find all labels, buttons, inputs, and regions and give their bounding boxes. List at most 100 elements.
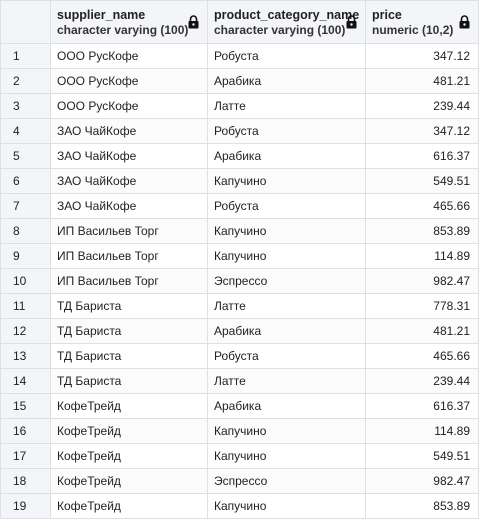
table-row[interactable]: 4 ЗАО ЧайКофе Робуста 347.12 — [0, 118, 479, 144]
row-number-cell[interactable]: 5 — [0, 143, 51, 169]
product-category-cell[interactable]: Латте — [207, 293, 366, 319]
price-cell[interactable]: 549.51 — [365, 443, 479, 469]
table-row[interactable]: 6 ЗАО ЧайКофе Капучино 549.51 — [0, 168, 479, 194]
supplier-name-cell[interactable]: ЗАО ЧайКофе — [50, 193, 208, 219]
table-row[interactable]: 12 ТД Бариста Арабика 481.21 — [0, 318, 479, 344]
row-number-cell[interactable]: 7 — [0, 193, 51, 219]
product-category-cell[interactable]: Капучино — [207, 493, 366, 519]
table-row[interactable]: 2 ООО РусКофе Арабика 481.21 — [0, 68, 479, 94]
product-category-cell[interactable]: Капучино — [207, 168, 366, 194]
select-all-corner[interactable] — [0, 0, 51, 44]
supplier-name-cell[interactable]: ИП Васильев Торг — [50, 243, 208, 269]
price-cell[interactable]: 114.89 — [365, 418, 479, 444]
price-cell[interactable]: 982.47 — [365, 468, 479, 494]
table-row[interactable]: 15 КофеТрейд Арабика 616.37 — [0, 393, 479, 419]
table-row[interactable]: 8 ИП Васильев Торг Капучино 853.89 — [0, 218, 479, 244]
price-cell[interactable]: 347.12 — [365, 118, 479, 144]
price-cell[interactable]: 481.21 — [365, 318, 479, 344]
price-cell[interactable]: 347.12 — [365, 43, 479, 69]
price-cell[interactable]: 853.89 — [365, 493, 479, 519]
product-category-cell[interactable]: Латте — [207, 93, 366, 119]
product-category-cell[interactable]: Арабика — [207, 68, 366, 94]
product-category-cell[interactable]: Капучино — [207, 418, 366, 444]
supplier-name-cell[interactable]: КофеТрейд — [50, 393, 208, 419]
table-row[interactable]: 19 КофеТрейд Капучино 853.89 — [0, 493, 479, 519]
product-category-cell[interactable]: Капучино — [207, 218, 366, 244]
product-category-cell[interactable]: Робуста — [207, 193, 366, 219]
row-number-cell[interactable]: 12 — [0, 318, 51, 344]
price-cell[interactable]: 778.31 — [365, 293, 479, 319]
product-category-cell[interactable]: Робуста — [207, 343, 366, 369]
price-cell[interactable]: 549.51 — [365, 168, 479, 194]
product-category-cell[interactable]: Робуста — [207, 118, 366, 144]
row-number-cell[interactable]: 16 — [0, 418, 51, 444]
row-number-cell[interactable]: 11 — [0, 293, 51, 319]
row-number-cell[interactable]: 15 — [0, 393, 51, 419]
supplier-name-cell[interactable]: КофеТрейд — [50, 493, 208, 519]
row-number-cell[interactable]: 4 — [0, 118, 51, 144]
price-cell[interactable]: 616.37 — [365, 393, 479, 419]
price-cell[interactable]: 982.47 — [365, 268, 479, 294]
price-cell[interactable]: 239.44 — [365, 93, 479, 119]
price-cell[interactable]: 465.66 — [365, 343, 479, 369]
row-number-cell[interactable]: 17 — [0, 443, 51, 469]
row-number-cell[interactable]: 3 — [0, 93, 51, 119]
supplier-name-cell[interactable]: КофеТрейд — [50, 418, 208, 444]
row-number-cell[interactable]: 1 — [0, 43, 51, 69]
supplier-name-cell[interactable]: ТД Бариста — [50, 343, 208, 369]
supplier-name-cell[interactable]: ЗАО ЧайКофе — [50, 118, 208, 144]
product-category-cell[interactable]: Арабика — [207, 143, 366, 169]
column-header-product-category-name[interactable]: product_category_name character varying … — [207, 0, 366, 44]
row-number-cell[interactable]: 8 — [0, 218, 51, 244]
column-header-price[interactable]: price numeric (10,2) — [365, 0, 479, 44]
table-row[interactable]: 18 КофеТрейд Эспрессо 982.47 — [0, 468, 479, 494]
product-category-cell[interactable]: Эспрессо — [207, 268, 366, 294]
supplier-name-cell[interactable]: ИП Васильев Торг — [50, 268, 208, 294]
supplier-name-cell[interactable]: ИП Васильев Торг — [50, 218, 208, 244]
product-category-cell[interactable]: Капучино — [207, 243, 366, 269]
product-category-cell[interactable]: Капучино — [207, 443, 366, 469]
product-category-cell[interactable]: Арабика — [207, 318, 366, 344]
lock-icon — [188, 15, 199, 29]
product-category-cell[interactable]: Эспрессо — [207, 468, 366, 494]
column-header-supplier-name[interactable]: supplier_name character varying (100) — [50, 0, 208, 44]
price-cell[interactable]: 481.21 — [365, 68, 479, 94]
product-category-cell[interactable]: Латте — [207, 368, 366, 394]
supplier-name-cell[interactable]: ТД Бариста — [50, 318, 208, 344]
supplier-name-cell[interactable]: ТД Бариста — [50, 368, 208, 394]
row-number-cell[interactable]: 9 — [0, 243, 51, 269]
table-row[interactable]: 3 ООО РусКофе Латте 239.44 — [0, 93, 479, 119]
supplier-name-cell[interactable]: ТД Бариста — [50, 293, 208, 319]
row-number-cell[interactable]: 14 — [0, 368, 51, 394]
row-number-cell[interactable]: 18 — [0, 468, 51, 494]
table-row[interactable]: 10 ИП Васильев Торг Эспрессо 982.47 — [0, 268, 479, 294]
supplier-name-cell[interactable]: ООО РусКофе — [50, 68, 208, 94]
price-cell[interactable]: 114.89 — [365, 243, 479, 269]
price-cell[interactable]: 465.66 — [365, 193, 479, 219]
supplier-name-cell[interactable]: ООО РусКофе — [50, 93, 208, 119]
table-row[interactable]: 14 ТД Бариста Латте 239.44 — [0, 368, 479, 394]
table-row[interactable]: 1 ООО РусКофе Робуста 347.12 — [0, 43, 479, 69]
table-row[interactable]: 16 КофеТрейд Капучино 114.89 — [0, 418, 479, 444]
row-number-cell[interactable]: 13 — [0, 343, 51, 369]
supplier-name-cell[interactable]: ЗАО ЧайКофе — [50, 143, 208, 169]
row-number-cell[interactable]: 10 — [0, 268, 51, 294]
product-category-cell[interactable]: Арабика — [207, 393, 366, 419]
table-row[interactable]: 9 ИП Васильев Торг Капучино 114.89 — [0, 243, 479, 269]
product-category-cell[interactable]: Робуста — [207, 43, 366, 69]
table-row[interactable]: 7 ЗАО ЧайКофе Робуста 465.66 — [0, 193, 479, 219]
supplier-name-cell[interactable]: ЗАО ЧайКофе — [50, 168, 208, 194]
supplier-name-cell[interactable]: ООО РусКофе — [50, 43, 208, 69]
supplier-name-cell[interactable]: КофеТрейд — [50, 443, 208, 469]
table-row[interactable]: 5 ЗАО ЧайКофе Арабика 616.37 — [0, 143, 479, 169]
price-cell[interactable]: 853.89 — [365, 218, 479, 244]
table-row[interactable]: 13 ТД Бариста Робуста 465.66 — [0, 343, 479, 369]
row-number-cell[interactable]: 2 — [0, 68, 51, 94]
price-cell[interactable]: 239.44 — [365, 368, 479, 394]
row-number-cell[interactable]: 6 — [0, 168, 51, 194]
table-row[interactable]: 17 КофеТрейд Капучино 549.51 — [0, 443, 479, 469]
price-cell[interactable]: 616.37 — [365, 143, 479, 169]
supplier-name-cell[interactable]: КофеТрейд — [50, 468, 208, 494]
row-number-cell[interactable]: 19 — [0, 493, 51, 519]
table-row[interactable]: 11 ТД Бариста Латте 778.31 — [0, 293, 479, 319]
